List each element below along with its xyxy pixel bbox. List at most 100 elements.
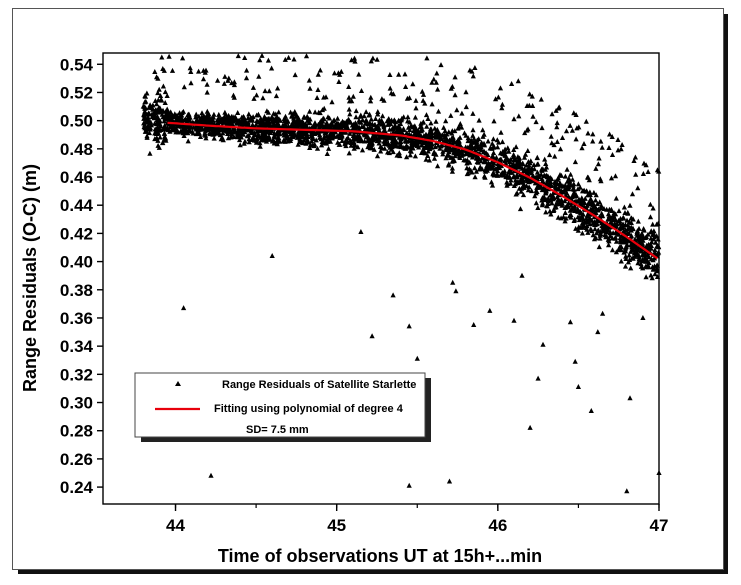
scatter-point — [244, 67, 250, 73]
scatter-point — [363, 109, 369, 115]
scatter-point-outlier — [627, 395, 633, 401]
scatter-point — [433, 118, 439, 124]
scatter-point — [144, 133, 150, 139]
scatter-point — [154, 101, 160, 107]
scatter-point — [407, 152, 413, 158]
scatter-point — [552, 182, 558, 188]
scatter-point — [242, 55, 248, 60]
scatter-point — [301, 129, 307, 135]
scatter-point — [245, 115, 251, 121]
scatter-point — [434, 126, 440, 132]
scatter-point — [204, 81, 210, 87]
scatter-point — [420, 97, 426, 103]
scatter-point — [472, 174, 478, 180]
scatter-point-outlier — [269, 253, 275, 258]
scatter-point — [628, 265, 634, 271]
scatter-point — [565, 203, 571, 209]
scatter-point — [517, 164, 523, 170]
scatter-point — [201, 114, 207, 120]
scatter-point — [155, 119, 162, 125]
scatter-point — [307, 108, 313, 114]
scatter-point — [410, 145, 416, 151]
scatter-point — [266, 88, 272, 94]
scatter-point — [431, 155, 438, 161]
scatter-point — [488, 165, 494, 170]
scatter-point — [542, 173, 548, 179]
scatter-point — [494, 171, 500, 177]
scatter-point — [628, 242, 634, 248]
scatter-point — [203, 67, 209, 73]
scatter-point — [518, 188, 524, 194]
scatter-point — [246, 127, 252, 133]
scatter-point — [317, 134, 323, 140]
scatter-point — [652, 271, 658, 277]
scatter-point — [363, 120, 369, 126]
scatter-point — [412, 126, 418, 132]
scatter-point — [323, 94, 329, 100]
scatter-point — [322, 130, 328, 136]
x-axis-title: Time of observations UT at 15h+...min — [218, 546, 542, 566]
scatter-point-outlier — [181, 305, 187, 311]
scatter-point — [592, 222, 598, 228]
y-tick-label: 0.44 — [60, 196, 94, 215]
scatter-point — [404, 154, 410, 160]
scatter-point — [289, 120, 295, 126]
scatter-point — [412, 153, 418, 159]
scatter-point — [306, 77, 312, 83]
scatter-point — [317, 132, 323, 138]
scatter-point — [449, 135, 455, 141]
scatter-point — [236, 119, 242, 125]
scatter-point — [530, 103, 536, 108]
scatter-point — [557, 182, 564, 188]
scatter-point — [528, 167, 534, 173]
scatter-point — [206, 111, 212, 117]
scatter-point — [535, 161, 541, 167]
scatter-point — [152, 136, 158, 142]
scatter-point — [314, 95, 320, 100]
scatter-point — [312, 120, 318, 126]
scatter-point — [359, 123, 365, 129]
scatter-point — [554, 176, 560, 182]
scatter-point — [330, 122, 336, 128]
y-tick-label: 0.32 — [60, 365, 93, 384]
scatter-point — [469, 169, 475, 175]
scatter-point — [374, 136, 380, 142]
scatter-point — [449, 168, 455, 174]
scatter-point — [456, 138, 462, 144]
scatter-point — [315, 121, 321, 127]
scatter-point — [172, 112, 178, 118]
scatter-point — [324, 151, 330, 156]
scatter-point — [597, 235, 603, 241]
scatter-point — [522, 167, 528, 173]
scatter-point — [395, 124, 401, 130]
scatter-point — [621, 239, 627, 245]
scatter-point — [442, 128, 448, 134]
scatter-point — [443, 144, 449, 150]
scatter-point — [545, 201, 551, 206]
scatter-point — [516, 113, 522, 119]
scatter-point — [411, 141, 417, 147]
scatter-point — [303, 53, 310, 59]
scatter-point — [575, 227, 581, 233]
scatter-point-outlier — [453, 288, 459, 294]
scatter-point — [459, 124, 465, 130]
scatter-point — [358, 137, 364, 143]
scatter-point — [152, 69, 158, 74]
scatter-point — [375, 109, 381, 114]
scatter-point — [393, 142, 399, 148]
scatter-point — [511, 147, 517, 152]
scatter-point — [592, 226, 598, 232]
scatter-point — [547, 208, 553, 214]
scatter-point — [257, 140, 263, 146]
scatter-point — [439, 142, 445, 148]
y-tick-label: 0.50 — [60, 112, 93, 131]
scatter-point — [425, 116, 431, 121]
scatter-point — [356, 133, 362, 139]
scatter-point — [207, 126, 213, 132]
scatter-point — [358, 88, 365, 93]
scatter-point — [562, 182, 568, 188]
scatter-point — [464, 171, 470, 177]
scatter-point — [339, 133, 345, 139]
scatter-point — [422, 100, 428, 106]
scatter-point — [147, 150, 153, 156]
